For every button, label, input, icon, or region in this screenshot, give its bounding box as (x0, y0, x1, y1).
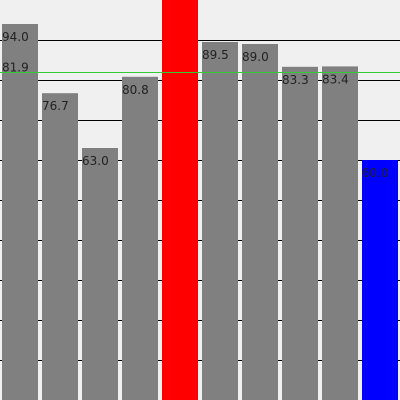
bar-value-label: 76.7 (42, 99, 69, 113)
bar (282, 66, 318, 400)
bar (202, 42, 238, 400)
value-labels: 94.0 76.7 63.0 80.8 89.5 89.0 83.3 83.4 60.0 81.9 (2, 30, 389, 180)
bar (322, 66, 358, 400)
bar-value-label: 89.5 (202, 48, 229, 62)
reference-line-label: 81.9 (2, 61, 29, 75)
bar-value-label: 83.3 (282, 73, 309, 87)
bar (122, 76, 158, 400)
bar (82, 148, 118, 400)
bar-value-label: 83.4 (322, 72, 349, 86)
bar-value-label: 94.0 (2, 30, 29, 44)
bar-value-label: 89.0 (242, 50, 269, 64)
bar (362, 160, 398, 400)
bar (42, 93, 78, 400)
bar-value-label: 63.0 (82, 154, 109, 168)
bar (242, 44, 278, 400)
bar-value-label: 80.8 (122, 83, 149, 97)
bar-value-label: 60.0 (362, 166, 389, 180)
bar (2, 24, 38, 400)
bar (162, 0, 198, 400)
